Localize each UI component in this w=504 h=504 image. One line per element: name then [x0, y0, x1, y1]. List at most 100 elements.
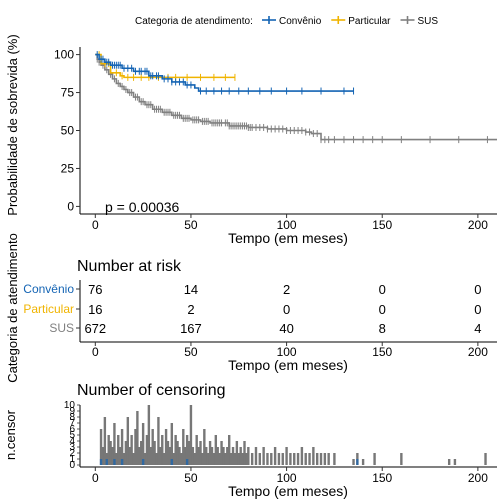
- censor-bar: [124, 441, 128, 465]
- censor-bar: [315, 453, 319, 465]
- censor-bar: [99, 429, 103, 465]
- censor-y-tick-label: 10: [64, 400, 76, 411]
- censor-bar: [170, 423, 174, 465]
- legend-entry-label: SUS: [418, 16, 439, 27]
- risk-cell: 8: [379, 321, 386, 336]
- km-x-tick-label: 200: [468, 218, 488, 232]
- censor-bar: [172, 453, 175, 465]
- censor-bar: [182, 429, 185, 465]
- risk-cell: 0: [379, 282, 386, 297]
- censor-bar: [143, 453, 147, 465]
- censor-bar: [141, 423, 145, 465]
- risk-x-tick-label: 100: [277, 345, 297, 359]
- censor-bar: [113, 423, 116, 465]
- km-y-tick-label: 0: [67, 199, 74, 213]
- censor-bar: [281, 453, 284, 465]
- censor-bar: [210, 447, 214, 465]
- censor-bar: [212, 453, 216, 465]
- risk-table-x-axis-label: Tempo (em meses): [228, 357, 348, 373]
- censor-bar: [132, 453, 135, 465]
- censor-bar: [134, 429, 137, 465]
- censor-bar: [187, 441, 191, 465]
- censor-bar: [118, 447, 122, 465]
- risk-cell: 76: [88, 282, 102, 297]
- censor-bar: [304, 453, 307, 465]
- censor-bar: [111, 447, 114, 465]
- km-y-tick-label: 75: [61, 86, 75, 100]
- censor-bar: [216, 447, 219, 465]
- censor-bar: [254, 447, 258, 465]
- km-x-axis-label: Tempo (em meses): [228, 230, 348, 246]
- censor-y-tick-label: 8: [69, 412, 75, 423]
- censor-plot: Number of censoring n.censor 01234567891…: [3, 382, 497, 499]
- censor-bar: [117, 435, 120, 465]
- censor-bar: [239, 447, 242, 465]
- censor-y-tick-label: 7: [69, 418, 75, 429]
- risk-x-tick-label: 50: [184, 345, 198, 359]
- censor-bar: [218, 453, 221, 465]
- censor-bar: [231, 447, 235, 465]
- risk-cell: 0: [474, 302, 481, 317]
- censor-bar: [300, 447, 304, 465]
- censor-x-axis-label: Tempo (em meses): [228, 483, 348, 499]
- censor-x-tick-label: 0: [92, 471, 99, 485]
- censor-bar: [136, 411, 139, 465]
- censor-bar: [226, 447, 229, 465]
- censor-bar: [191, 447, 195, 465]
- censor-bar: [168, 447, 172, 465]
- censor-bar: [206, 453, 210, 465]
- censor-bar: [214, 435, 218, 465]
- censor-bar: [193, 453, 196, 465]
- censor-bar: [352, 459, 355, 465]
- censor-bar: [258, 453, 262, 465]
- censor-y-tick-label: 6: [69, 424, 75, 435]
- risk-row-label: SUS: [49, 321, 74, 335]
- censor-bar: [373, 453, 376, 465]
- risk-x-tick-label: 0: [92, 345, 99, 359]
- censor-x-tick-label: 150: [372, 471, 392, 485]
- censor-bar: [203, 429, 206, 465]
- risk-x-tick-label: 200: [468, 345, 488, 359]
- risk-cell: 2: [283, 282, 290, 297]
- censor-bar: [228, 435, 231, 465]
- censor-y-tick-label: 1: [69, 454, 75, 465]
- censor-bar: [285, 447, 288, 465]
- censor-bar: [273, 447, 277, 465]
- censor-bar: [241, 453, 244, 465]
- censor-x-tick-label: 50: [184, 471, 198, 485]
- km-x-tick-label: 100: [277, 218, 297, 232]
- censor-bar: [157, 417, 160, 465]
- risk-table-y-axis-label: Categoria de atendimento: [5, 233, 20, 383]
- censor-bar: [176, 441, 179, 465]
- censor-y-tick-label: 0: [69, 460, 75, 471]
- censor-bar: [327, 453, 330, 465]
- censor-bar: [224, 453, 227, 465]
- censor-bar: [138, 447, 141, 465]
- censor-bar: [453, 459, 457, 465]
- censor-bar: [270, 453, 273, 465]
- censor-bar: [174, 435, 177, 465]
- censor-bar: [247, 447, 250, 465]
- censor-bar: [178, 447, 181, 465]
- km-curve-sus: [95, 53, 497, 141]
- censor-bar: [159, 447, 162, 465]
- censor-bar: [103, 417, 107, 465]
- legend-title: Categoria de atendimento:: [135, 16, 253, 27]
- risk-table: Number at risk Categoria de atendimento …: [5, 233, 497, 383]
- censor-bar: [107, 435, 110, 465]
- censor-bar: [319, 453, 323, 465]
- censor-bar: [197, 447, 200, 465]
- censor-bar: [185, 435, 189, 465]
- km-x-tick-label: 0: [92, 218, 99, 232]
- risk-cell: 672: [84, 321, 106, 336]
- risk-table-title: Number at risk: [77, 258, 182, 275]
- censor-bar: [233, 453, 237, 465]
- km-y-tick-label: 100: [54, 48, 74, 62]
- censor-bar: [166, 441, 170, 465]
- censor-bar: [130, 435, 133, 465]
- km-y-axis-label: Probabilidade de sobrevida (%): [5, 34, 20, 215]
- censor-bar: [164, 429, 168, 465]
- censor-bar: [245, 453, 248, 465]
- censor-bar: [109, 441, 112, 465]
- censor-plot-title: Number of censoring: [77, 382, 226, 399]
